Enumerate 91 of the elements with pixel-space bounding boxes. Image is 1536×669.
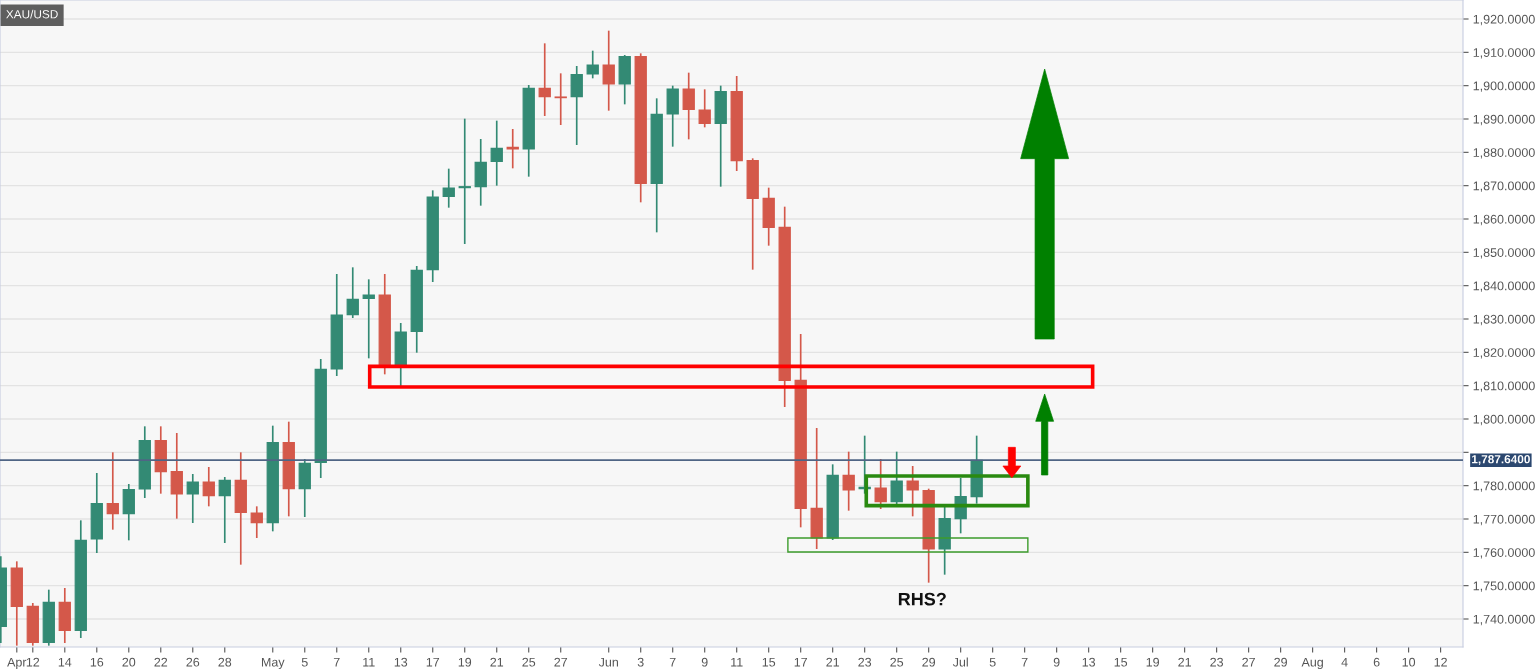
candlestick	[490, 119, 503, 187]
x-tick-label: 6	[1373, 657, 1380, 667]
y-tick-label: 1,780.0000	[1473, 481, 1535, 492]
y-tick-label: 1,910.0000	[1473, 48, 1535, 59]
candlestick	[122, 483, 135, 542]
y-tick-label: 1,740.0000	[1473, 614, 1535, 626]
x-tick-label: 15	[1114, 657, 1128, 667]
ref-line-label: 1,787.6400	[1472, 455, 1530, 466]
x-tick-label: 3	[637, 657, 644, 667]
candlestick	[362, 278, 375, 360]
x-tick-label: 5	[301, 657, 308, 667]
x-tick-label: 21	[826, 657, 840, 667]
candlestick	[186, 473, 199, 524]
x-tick-label: 27	[554, 657, 568, 667]
y-tick-label: 1,860.0000	[1473, 214, 1535, 226]
y-tick-label: 1,810.0000	[1473, 381, 1535, 392]
candlestick	[954, 477, 967, 535]
candlestick	[602, 29, 615, 112]
y-tick-label: 1,840.0000	[1473, 281, 1535, 292]
x-tick-label: 25	[890, 657, 904, 667]
y-tick-label: 1,890.0000	[1473, 114, 1535, 126]
candlestick	[506, 128, 519, 170]
x-tick-label: 11	[363, 657, 375, 667]
x-tick-label: 28	[218, 657, 232, 667]
candlestick	[538, 42, 551, 117]
x-tick-label: Apr	[7, 657, 27, 669]
x-tick-label: 19	[458, 657, 472, 667]
x-tick-label: 26	[186, 657, 200, 667]
x-tick-label: Jun	[598, 657, 618, 667]
candlestick	[874, 458, 887, 510]
x-tick-label: 27	[1242, 657, 1255, 667]
x-tick-label: Jul	[952, 657, 968, 667]
x-tick-label: Aug	[1301, 657, 1323, 669]
x-tick-label: 29	[922, 657, 936, 667]
x-tick-label: 15	[762, 657, 776, 667]
y-tick-label: 1,870.0000	[1473, 181, 1535, 192]
text: XAU/USD	[6, 9, 58, 19]
x-tick-label: 25	[522, 657, 536, 667]
y-tick-label: 1,830.0000	[1473, 314, 1535, 326]
y-tick-label: 1,770.0000	[1473, 514, 1535, 526]
y-tick-label: 1,800.0000	[1473, 414, 1535, 426]
annotation: RHS?	[898, 592, 946, 606]
x-tick-label: 7	[1021, 657, 1028, 667]
y-tick-label: 1,920.0000	[1473, 14, 1535, 26]
x-tick-label: 20	[122, 657, 136, 667]
x-tick-label: 21	[1178, 657, 1191, 667]
x-tick-label: 13	[394, 657, 408, 667]
x-tick-label: 4	[1341, 657, 1348, 667]
x-tick-label: 21	[490, 657, 504, 667]
candlestick	[250, 505, 263, 539]
candlestick	[554, 72, 567, 126]
x-tick-label: 22	[154, 657, 168, 667]
candlestick	[570, 65, 583, 146]
x-tick-label: 11	[731, 657, 743, 667]
y-tick-label: 1,760.0000	[1473, 548, 1535, 559]
y-tick-label: 1,820.0000	[1473, 348, 1535, 359]
candlestick	[842, 450, 855, 512]
x-tick-label: 13	[1082, 657, 1096, 667]
x-tick-label: 9	[701, 657, 708, 667]
x-tick-label: 5	[989, 657, 996, 667]
x-tick-label: 12	[1434, 657, 1447, 667]
candlestick	[698, 88, 711, 129]
candlestick	[890, 450, 903, 506]
candlestick	[442, 167, 455, 209]
x-tick-label: 17	[426, 657, 440, 667]
candlestick	[218, 476, 231, 544]
x-tick-label: 16	[90, 657, 104, 667]
candlestick	[682, 71, 695, 141]
x-tick-label: 19	[1146, 657, 1159, 667]
x-tick-label: 23	[1210, 657, 1224, 667]
candlestick	[346, 266, 359, 319]
y-tick-label: 1,750.0000	[1473, 581, 1535, 592]
x-tick-label: 10	[1402, 657, 1416, 667]
x-tick-label: 14	[58, 657, 72, 667]
x-tick-label: 7	[669, 657, 676, 667]
candlestick	[586, 49, 599, 80]
x-tick-label: 12	[26, 657, 40, 667]
candlestick	[906, 465, 919, 518]
y-tick-label: 1,880.0000	[1473, 148, 1535, 159]
x-tick-label: 29	[1274, 657, 1287, 667]
candlestick	[458, 117, 471, 245]
x-tick-label: 23	[858, 657, 872, 667]
candlestick	[202, 466, 215, 508]
candlestick	[170, 432, 183, 520]
x-tick-label: 9	[1053, 657, 1060, 667]
y-tick-label: 1,900.0000	[1473, 81, 1535, 92]
y-tick-label: 1,850.0000	[1473, 248, 1535, 259]
x-tick-label: 17	[794, 657, 808, 667]
candlestick	[106, 451, 119, 531]
x-tick-label: 7	[333, 657, 340, 667]
x-tick-label: May	[261, 657, 285, 669]
